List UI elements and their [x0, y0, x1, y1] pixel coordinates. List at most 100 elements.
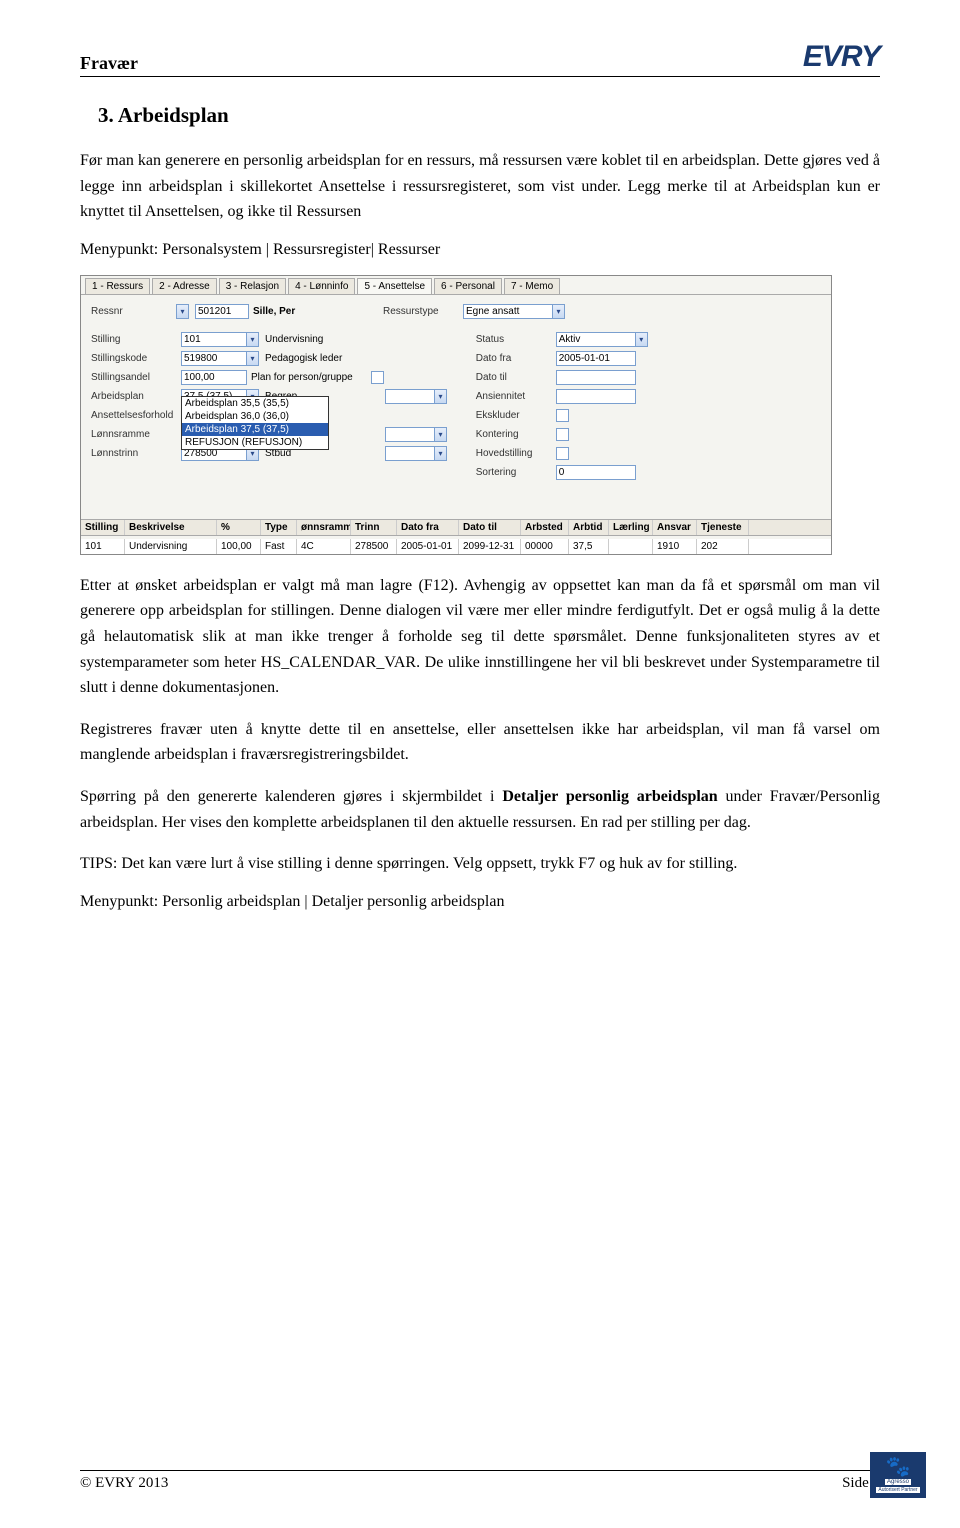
tab-1[interactable]: 2 - Adresse — [152, 278, 217, 294]
column-header[interactable]: % — [217, 520, 261, 535]
field-label: Lønnsramme — [91, 429, 181, 440]
cell: 100,00 — [217, 539, 261, 554]
field-label: Sortering — [476, 467, 556, 478]
agresso-logo: 🐾 Agresso Autorisert Partner — [870, 1452, 926, 1498]
tab-5[interactable]: 6 - Personal — [434, 278, 502, 294]
field-input[interactable]: 100,00 — [181, 370, 247, 385]
dropdown-option[interactable]: Arbeidsplan 37,5 (37,5) — [182, 423, 328, 436]
checkbox[interactable] — [556, 428, 569, 441]
resource-name: Sille, Per — [253, 306, 373, 317]
ressurstype-label: Ressurstype — [383, 306, 463, 317]
field-label: Lønnstrinn — [91, 448, 181, 459]
chevron-down-icon[interactable]: ▾ — [434, 427, 447, 442]
logo-sub: Autorisert Partner — [876, 1487, 919, 1493]
field-text: Stbud — [265, 448, 375, 459]
tab-2[interactable]: 3 - Relasjon — [219, 278, 286, 294]
tab-6[interactable]: 7 - Memo — [504, 278, 560, 294]
dropdown-option[interactable]: Arbeidsplan 35,5 (35,5) — [182, 397, 328, 410]
menu-path-2: Menypunkt: Personlig arbeidsplan | Detal… — [80, 893, 880, 911]
ressurstype-input[interactable]: Egne ansatt — [463, 304, 553, 319]
cell: 2099-12-31 — [459, 539, 521, 554]
dropdown-option[interactable]: REFUSJON (REFUSJON) — [182, 436, 328, 449]
field-text: Undervisning — [265, 334, 375, 345]
cell: 2005-01-01 — [397, 539, 459, 554]
p4-pre: Spørring på den genererte kalenderen gjø… — [80, 788, 502, 805]
field-text: Plan for person/gruppe — [251, 372, 361, 383]
ressnr-label: Ressnr — [91, 306, 181, 317]
field-input[interactable]: Aktiv — [556, 332, 636, 347]
column-header[interactable]: Beskrivelse — [125, 520, 217, 535]
cell: Fast — [261, 539, 297, 554]
p4-bold: Detaljer personlig arbeidsplan — [502, 788, 717, 805]
chevron-down-icon[interactable]: ▾ — [246, 332, 259, 347]
form-right-column: StatusAktiv▾Dato fra2005-01-01Dato tilAn… — [476, 331, 821, 483]
field-input[interactable] — [385, 389, 435, 404]
logo-brand: Agresso — [885, 1479, 911, 1485]
paragraph-4: Spørring på den genererte kalenderen gjø… — [80, 784, 880, 835]
cell — [609, 539, 653, 554]
table-row[interactable]: 101Undervisning100,00Fast4C2785002005-01… — [81, 539, 831, 554]
field-label: Ekskluder — [476, 410, 556, 421]
grid-header: StillingBeskrivelse%TypeønnsrammTrinnDat… — [81, 519, 831, 536]
footer-copyright: © EVRY 2013 — [80, 1475, 168, 1492]
cell: 37,5 — [569, 539, 609, 554]
field-input[interactable] — [385, 427, 435, 442]
cell: 1910 — [653, 539, 697, 554]
page-footer: © EVRY 2013 Side 6 — [80, 1470, 880, 1492]
paragraph-1: Før man kan generere en personlig arbeid… — [80, 148, 880, 225]
app-screenshot: 1 - Ressurs2 - Adresse3 - Relasjon4 - Lø… — [80, 275, 832, 555]
chevron-down-icon[interactable]: ▾ — [176, 304, 189, 319]
field-input[interactable]: 0 — [556, 465, 636, 480]
column-header[interactable]: Stilling — [81, 520, 125, 535]
paragraph-5: TIPS: Det kan være lurt å vise stilling … — [80, 851, 880, 877]
checkbox[interactable] — [556, 447, 569, 460]
tab-0[interactable]: 1 - Ressurs — [85, 278, 150, 294]
tab-bar: 1 - Ressurs2 - Adresse3 - Relasjon4 - Lø… — [81, 276, 831, 295]
column-header[interactable]: Lærling — [609, 520, 653, 535]
cell: 202 — [697, 539, 749, 554]
section-heading: 3. Arbeidsplan — [98, 103, 880, 128]
cell: Undervisning — [125, 539, 217, 554]
evry-logo: EVRY — [803, 40, 880, 74]
paragraph-3: Registreres fravær uten å knytte dette t… — [80, 717, 880, 768]
paragraph-2: Etter at ønsket arbeidsplan er valgt må … — [80, 573, 880, 701]
chevron-down-icon[interactable]: ▾ — [635, 332, 648, 347]
tab-4[interactable]: 5 - Ansettelse — [357, 278, 432, 294]
dropdown-option[interactable]: Arbeidsplan 36,0 (36,0) — [182, 410, 328, 423]
column-header[interactable]: ønnsramm — [297, 520, 351, 535]
field-input[interactable] — [556, 370, 636, 385]
chevron-down-icon[interactable]: ▾ — [434, 446, 447, 461]
field-input[interactable]: 519800 — [181, 351, 247, 366]
checkbox[interactable] — [556, 409, 569, 422]
cell: 4C — [297, 539, 351, 554]
chevron-down-icon[interactable]: ▾ — [246, 351, 259, 366]
menu-path-1: Menypunkt: Personalsystem | Ressursregis… — [80, 241, 880, 259]
field-input[interactable]: 101 — [181, 332, 247, 347]
field-label: Dato fra — [476, 353, 556, 364]
checkbox[interactable] — [371, 371, 384, 384]
column-header[interactable]: Trinn — [351, 520, 397, 535]
field-input[interactable]: 2005-01-01 — [556, 351, 636, 366]
chevron-down-icon[interactable]: ▾ — [552, 304, 565, 319]
column-header[interactable]: Ansvar — [653, 520, 697, 535]
ressnr-input[interactable]: 501201 — [195, 304, 249, 319]
header-title: Fravær — [80, 53, 138, 74]
field-label: Stillingsandel — [91, 372, 181, 383]
field-label: Stillingskode — [91, 353, 181, 364]
field-label: Stilling — [91, 334, 181, 345]
chevron-down-icon[interactable]: ▾ — [434, 389, 447, 404]
bear-icon: 🐾 — [886, 1457, 911, 1477]
column-header[interactable]: Tjeneste — [697, 520, 749, 535]
column-header[interactable]: Arbsted — [521, 520, 569, 535]
field-label: Dato til — [476, 372, 556, 383]
column-header[interactable]: Dato til — [459, 520, 521, 535]
tab-3[interactable]: 4 - Lønninfo — [288, 278, 355, 294]
field-label: Arbeidsplan — [91, 391, 181, 402]
column-header[interactable]: Arbtid — [569, 520, 609, 535]
field-input[interactable] — [556, 389, 636, 404]
column-header[interactable]: Dato fra — [397, 520, 459, 535]
field-input[interactable] — [385, 446, 435, 461]
arbeidsplan-dropdown[interactable]: Arbeidsplan 35,5 (35,5)Arbeidsplan 36,0 … — [181, 396, 329, 450]
field-label: Kontering — [476, 429, 556, 440]
column-header[interactable]: Type — [261, 520, 297, 535]
